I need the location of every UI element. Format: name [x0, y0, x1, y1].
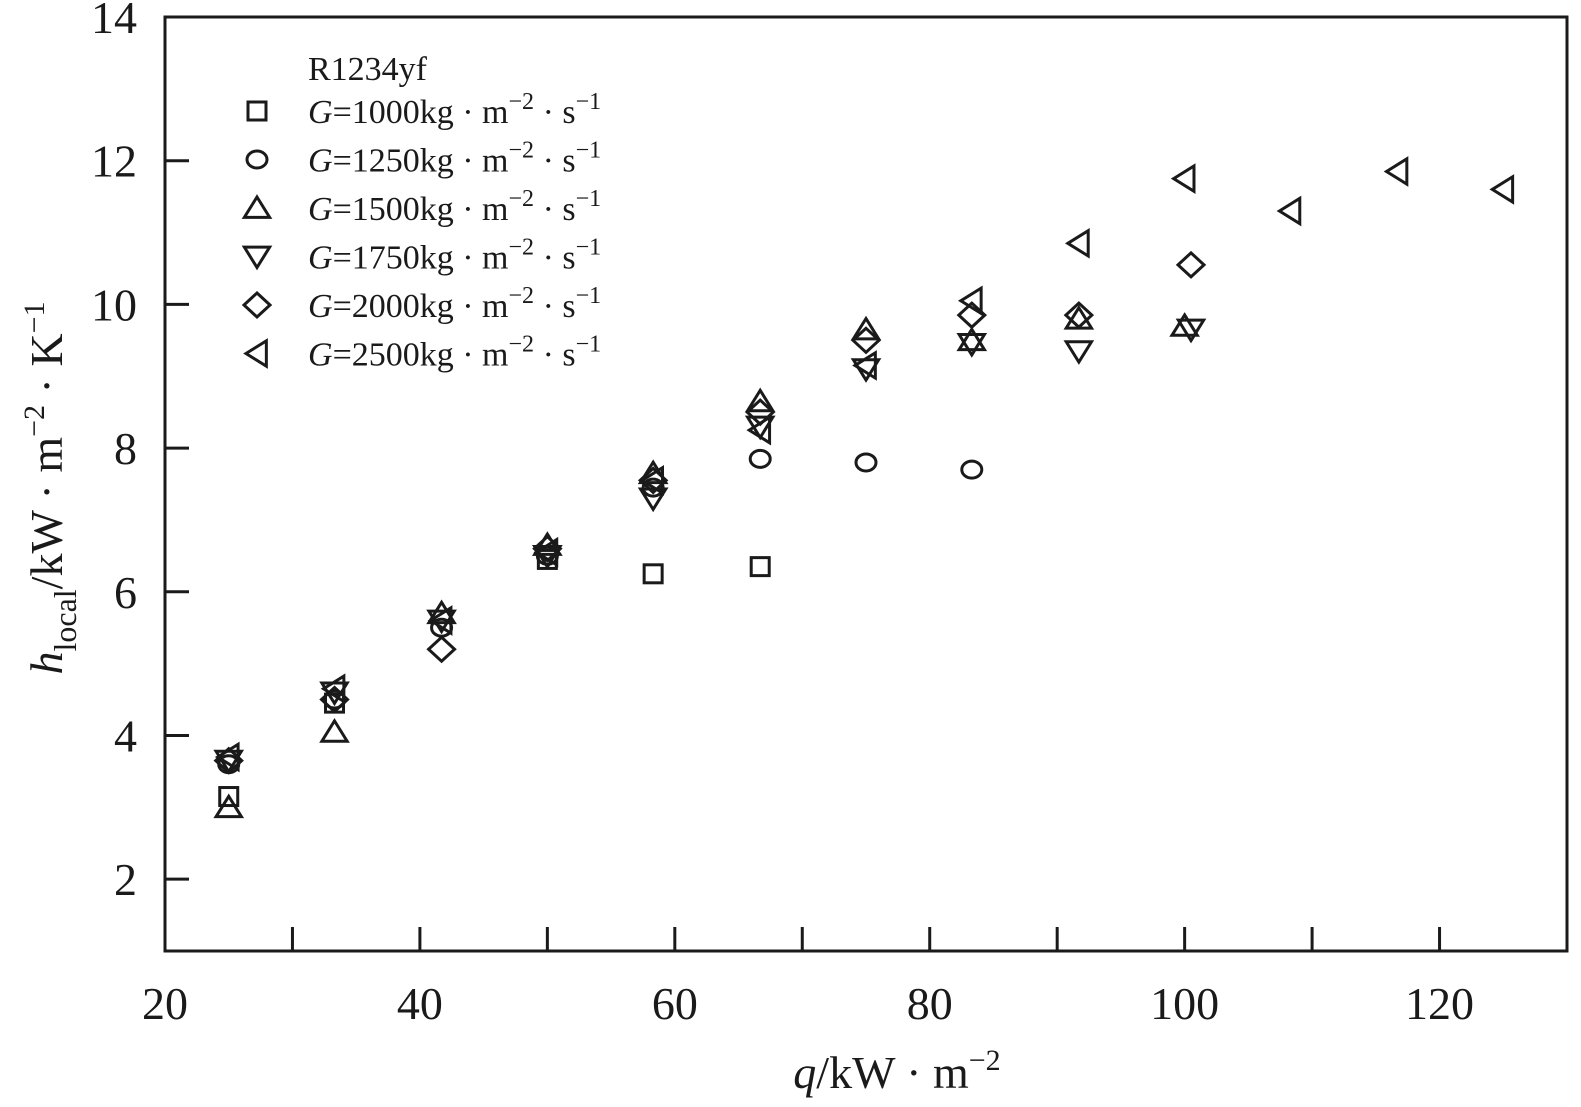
axis-tick-labels: 20 40 60 80 100 120 2 4 6 8 10 12 14 — [91, 0, 1474, 1029]
point-triangle-left-6 — [852, 350, 877, 381]
y-tick-label-2: 2 — [114, 854, 137, 905]
point-triangle-up-0 — [213, 793, 245, 819]
point-triangle-left-7 — [957, 285, 983, 317]
x-tick-label-20: 20 — [142, 978, 188, 1029]
legend-label-4: G=2000kg · m−2 · s−1 — [308, 283, 601, 325]
legend-marker-triangle-left — [243, 338, 268, 369]
plot-frame — [163, 15, 1569, 953]
point-triangle-up-7 — [956, 326, 988, 352]
legend-label-1: G=1250kg · m−2 · s−1 — [308, 138, 601, 180]
legend-label-5: G=2500kg · m−2 · s−1 — [308, 332, 601, 374]
legend-label-2: G=1500kg · m−2 · s−1 — [308, 186, 601, 228]
y-tick-label-14: 14 — [91, 0, 137, 43]
point-triangle-left-12 — [1489, 174, 1515, 205]
point-triangle-left-5 — [746, 414, 772, 446]
point-circle-7 — [960, 459, 984, 480]
legend-marker-square — [246, 100, 268, 122]
point-triangle-left-4 — [639, 465, 665, 496]
point-triangle-left-10 — [1276, 195, 1302, 227]
x-tick-label-80: 80 — [907, 978, 953, 1029]
data-markers — [213, 156, 1515, 819]
point-triangle-up-6 — [850, 315, 882, 341]
point-triangle-up-1 — [319, 718, 350, 743]
point-triangle-up-5 — [744, 387, 776, 413]
point-diamond-8 — [1063, 301, 1095, 330]
point-triangle-left-11 — [1383, 156, 1409, 187]
legend-label-0: G=1000kg · m−2 · s−1 — [308, 89, 601, 131]
point-diamond-2 — [426, 635, 457, 664]
point-diamond-9 — [1175, 250, 1207, 279]
point-square-4 — [749, 556, 771, 578]
y-axis-label: hlocal/kW · m−2 · K−1 — [18, 301, 83, 674]
point-triangle-down-7 — [956, 333, 988, 358]
x-tick-label-100: 100 — [1150, 978, 1219, 1029]
point-triangle-left-0 — [214, 741, 240, 773]
x-tick-label-60: 60 — [652, 978, 698, 1029]
point-triangle-up-9 — [1169, 312, 1200, 337]
y-tick-label-12: 12 — [91, 136, 137, 187]
legend-title: R1234yf — [308, 51, 428, 88]
legend-marker-triangle-down — [241, 245, 273, 271]
y-tick-label-10: 10 — [91, 279, 137, 330]
point-triangle-left-8 — [1065, 227, 1090, 259]
point-triangle-left-9 — [1170, 163, 1196, 195]
y-tick-label-8: 8 — [114, 423, 137, 474]
point-diamond-6 — [850, 326, 882, 355]
legend-label-3: G=1750kg · m−2 · s−1 — [308, 235, 601, 277]
point-triangle-left-3 — [533, 536, 559, 568]
point-circle-6 — [854, 452, 878, 473]
x-axis-label: q/kW · m−2 — [793, 1044, 1000, 1098]
axis-ticks — [165, 159, 1442, 951]
y-tick-label-4: 4 — [114, 710, 137, 761]
point-triangle-down-2 — [426, 609, 457, 635]
legend-marker-circle — [245, 149, 269, 170]
point-triangle-left-1 — [320, 673, 346, 705]
point-triangle-left-2 — [427, 605, 453, 636]
x-tick-label-120: 120 — [1405, 978, 1474, 1029]
point-triangle-down-9 — [1175, 318, 1207, 344]
legend-marker-triangle-up — [241, 194, 273, 219]
point-square-3 — [642, 563, 664, 585]
y-tick-label-6: 6 — [114, 567, 137, 618]
legend-marker-diamond — [241, 290, 273, 320]
point-circle-5 — [748, 448, 772, 469]
point-triangle-down-4 — [637, 487, 669, 513]
point-square-0 — [218, 786, 240, 808]
x-tick-label-40: 40 — [397, 978, 443, 1029]
point-triangle-down-8 — [1063, 340, 1095, 365]
